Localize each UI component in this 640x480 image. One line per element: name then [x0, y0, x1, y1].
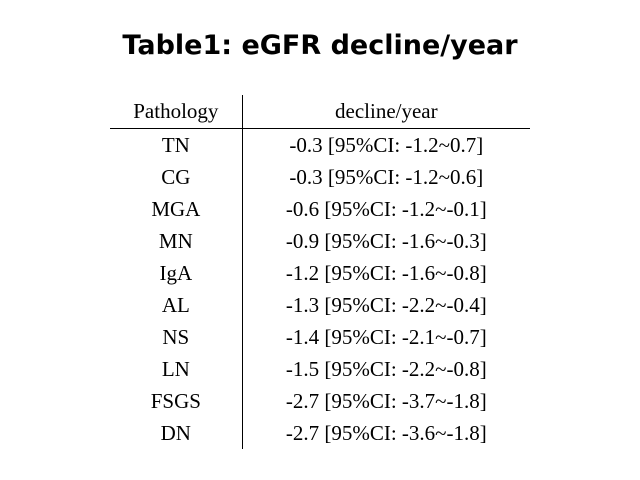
cell-pathology: IgA	[110, 257, 243, 289]
cell-pathology: LN	[110, 353, 243, 385]
cell-decline: -0.3 [95%CI: -1.2~0.6]	[289, 165, 484, 189]
cell-decline: -1.4 [95%CI: -2.1~-0.7]	[285, 325, 487, 349]
cell-decline: -0.9 [95%CI: -1.6~-0.3]	[285, 229, 487, 253]
table-row: CG -0.3 [95%CI: -1.2~0.6]	[110, 161, 530, 193]
header-pathology: Pathology	[110, 95, 243, 129]
header-decline-year: decline/year	[242, 95, 530, 129]
table-row: AL -1.3 [95%CI: -2.2~-0.4]	[110, 289, 530, 321]
decline-table-container: Pathology decline/year TN -0.3 [95%CI: -…	[110, 95, 530, 449]
cell-pathology: CG	[110, 161, 243, 193]
cell-decline: -1.5 [95%CI: -2.2~-0.8]	[285, 357, 487, 381]
cell-decline: -0.6 [95%CI: -1.2~-0.1]	[285, 197, 487, 221]
cell-decline: -1.2 [95%CI: -1.6~-0.8]	[285, 261, 487, 285]
cell-pathology: MGA	[110, 193, 243, 225]
cell-decline: -0.3 [95%CI: -1.2~0.7]	[289, 133, 484, 157]
cell-pathology: AL	[110, 289, 243, 321]
table-header-row: Pathology decline/year	[110, 95, 530, 129]
table-row: MN -0.9 [95%CI: -1.6~-0.3]	[110, 225, 530, 257]
cell-decline: -2.7 [95%CI: -3.7~-1.8]	[285, 389, 487, 413]
decline-table: Pathology decline/year TN -0.3 [95%CI: -…	[110, 95, 530, 449]
slide-title: Table1: eGFR decline/year	[122, 30, 518, 61]
table-row: NS -1.4 [95%CI: -2.1~-0.7]	[110, 321, 530, 353]
table-row: LN -1.5 [95%CI: -2.2~-0.8]	[110, 353, 530, 385]
cell-decline: -2.7 [95%CI: -3.6~-1.8]	[285, 421, 487, 445]
cell-pathology: NS	[110, 321, 243, 353]
table-row: IgA -1.2 [95%CI: -1.6~-0.8]	[110, 257, 530, 289]
cell-decline: -1.3 [95%CI: -2.2~-0.4]	[285, 293, 487, 317]
cell-pathology: FSGS	[110, 385, 243, 417]
cell-pathology: MN	[110, 225, 243, 257]
table-row: FSGS -2.7 [95%CI: -3.7~-1.8]	[110, 385, 530, 417]
table-row: DN -2.7 [95%CI: -3.6~-1.8]	[110, 417, 530, 449]
cell-pathology: TN	[110, 128, 243, 161]
cell-pathology: DN	[110, 417, 243, 449]
table-row: TN -0.3 [95%CI: -1.2~0.7]	[110, 128, 530, 161]
table-row: MGA -0.6 [95%CI: -1.2~-0.1]	[110, 193, 530, 225]
